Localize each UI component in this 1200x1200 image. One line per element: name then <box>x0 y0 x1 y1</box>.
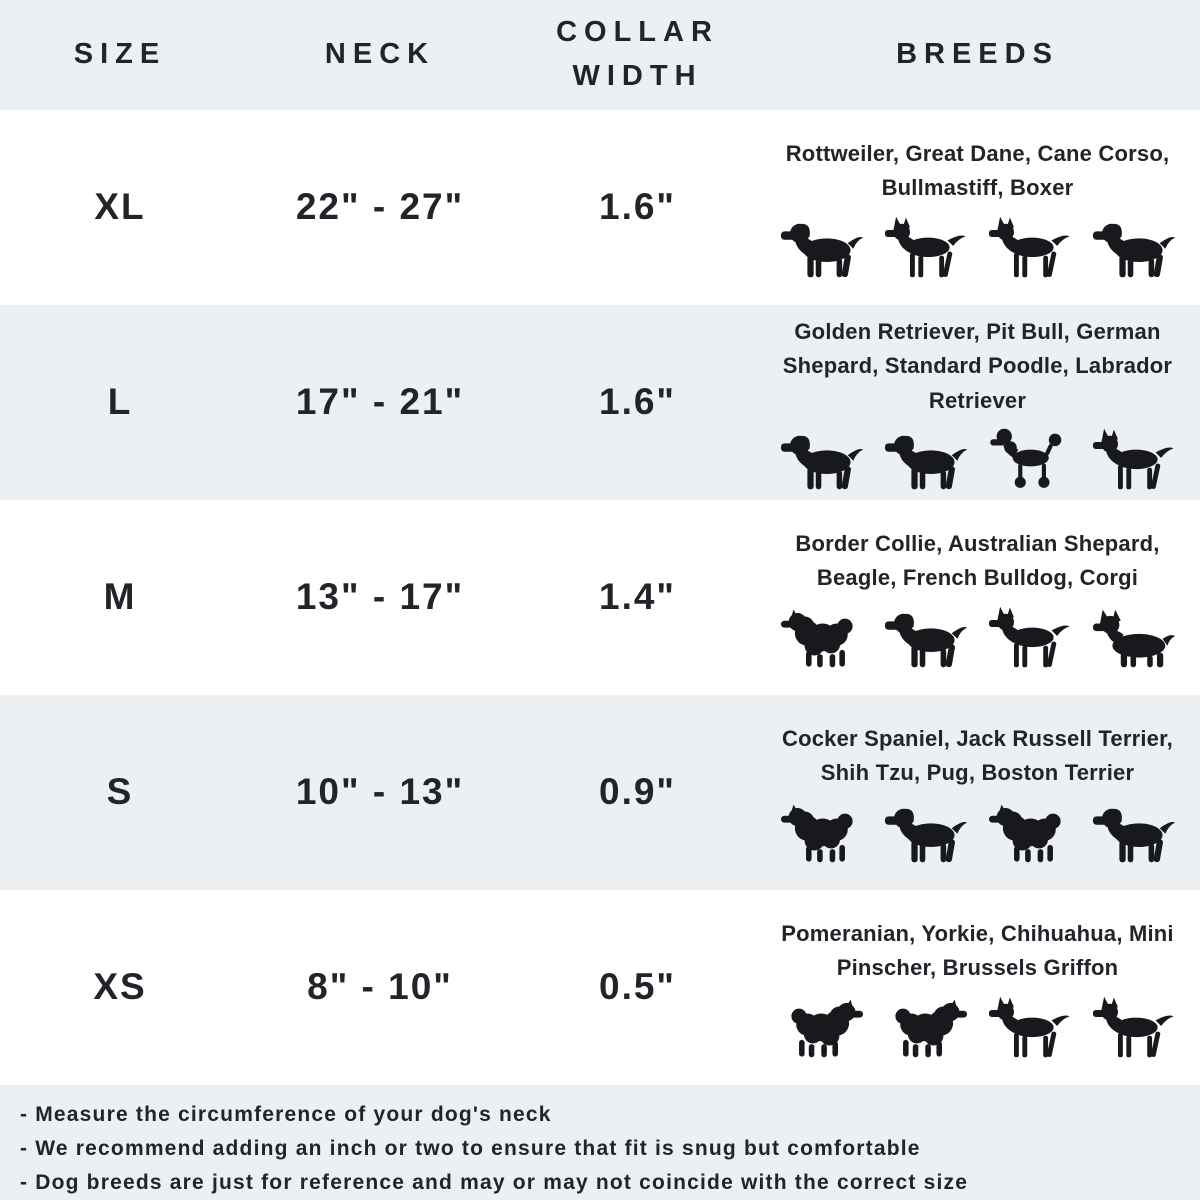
note-measure: - Measure the circumference of your dog'… <box>20 1102 552 1126</box>
column-header-breeds: BREEDS <box>896 38 1059 71</box>
collar-width-value: 0.9" <box>599 771 676 813</box>
collar-width-value: 1.6" <box>599 186 676 228</box>
size-value: M <box>103 576 137 618</box>
neck-range-value: 13" - 17" <box>295 576 465 618</box>
table-row: XL 22" - 27" 1.6" Rottweiler, Great Dane… <box>0 109 1200 305</box>
neck-range-value: 22" - 27" <box>295 186 465 228</box>
table-row: M 13" - 17" 1.4" Border Collie, Australi… <box>0 499 1200 695</box>
column-header-neck: NECK <box>324 38 436 71</box>
collar-width-value: 0.5" <box>599 966 676 1008</box>
collar-width-value: 1.6" <box>599 381 676 423</box>
table-row: S 10" - 13" 0.9" Cocker Spaniel, Jack Ru… <box>0 694 1200 890</box>
jack-russell-terrier-icon <box>884 808 967 863</box>
cane-corso-icon <box>988 216 1070 277</box>
breeds-cell: Cocker Spaniel, Jack Russell Terrier, Sh… <box>755 687 1200 898</box>
size-value: XL <box>94 186 146 228</box>
notes-section: - Measure the circumference of your dog'… <box>0 1084 1200 1200</box>
breeds-cell: Pomeranian, Yorkie, Chihuahua, Mini Pins… <box>755 882 1200 1093</box>
collar-width-value: 1.4" <box>599 576 676 618</box>
german-shepard-icon <box>1092 428 1174 489</box>
size-value: S <box>106 771 134 813</box>
size-value: L <box>107 381 133 423</box>
breeds-cell: Rottweiler, Great Dane, Cane Corso, Bull… <box>755 102 1200 313</box>
size-value: XS <box>93 966 147 1008</box>
dog-silhouettes <box>774 799 1182 863</box>
breeds-cell: Border Collie, Australian Shepard, Beagl… <box>755 492 1200 703</box>
corgi-icon <box>1092 609 1175 667</box>
neck-range-value: 10" - 13" <box>295 771 465 813</box>
dog-silhouettes <box>774 426 1182 490</box>
dog-silhouettes <box>774 214 1182 278</box>
dog-silhouettes <box>774 994 1182 1058</box>
standard-poodle-icon <box>989 428 1061 488</box>
column-header-collar-width: COLLAR WIDTH <box>556 16 719 92</box>
table-row: L 17" - 21" 1.6" Golden Retriever, Pit B… <box>0 304 1200 500</box>
yorkie-icon <box>894 999 967 1057</box>
dog-silhouettes <box>774 604 1182 668</box>
table-row: XS 8" - 10" 0.5" Pomeranian, Yorkie, Chi… <box>0 889 1200 1085</box>
bullmastiff-icon <box>1092 223 1175 278</box>
note-reference: - Dog breeds are just for reference and … <box>20 1170 969 1194</box>
labrador-retriever-icon <box>884 435 967 490</box>
note-recommend: - We recommend adding an inch or two to … <box>20 1136 921 1160</box>
table-body: XL 22" - 27" 1.6" Rottweiler, Great Dane… <box>0 109 1200 1085</box>
chihuahua-icon <box>988 996 1070 1057</box>
rottweiler-icon <box>780 223 863 278</box>
table-header: SIZE NECK COLLAR WIDTH BREEDS <box>0 0 1200 110</box>
australian-shepard-icon <box>780 609 853 667</box>
breeds-cell: Golden Retriever, Pit Bull, German Shepa… <box>755 297 1200 508</box>
breeds-list: Cocker Spaniel, Jack Russell Terrier, Sh… <box>782 726 1173 786</box>
shih-tzu-icon <box>988 804 1061 862</box>
cocker-spaniel-icon <box>780 804 853 862</box>
beagle-icon <box>884 613 967 668</box>
pug-icon <box>1092 808 1175 863</box>
neck-range-value: 8" - 10" <box>307 966 453 1008</box>
french-bulldog-icon <box>988 606 1070 667</box>
breeds-list: Border Collie, Australian Shepard, Beagl… <box>795 531 1160 591</box>
golden-retriever-icon <box>780 435 863 490</box>
mini-pinscher-icon <box>1092 996 1174 1057</box>
neck-range-value: 17" - 21" <box>295 381 465 423</box>
breeds-list: Golden Retriever, Pit Bull, German Shepa… <box>782 319 1173 413</box>
pomeranian-icon <box>790 999 863 1057</box>
column-header-size: SIZE <box>73 38 167 71</box>
great-dane-icon <box>884 216 966 277</box>
breeds-list: Pomeranian, Yorkie, Chihuahua, Mini Pins… <box>781 921 1174 981</box>
breeds-list: Rottweiler, Great Dane, Cane Corso, Bull… <box>785 141 1170 201</box>
